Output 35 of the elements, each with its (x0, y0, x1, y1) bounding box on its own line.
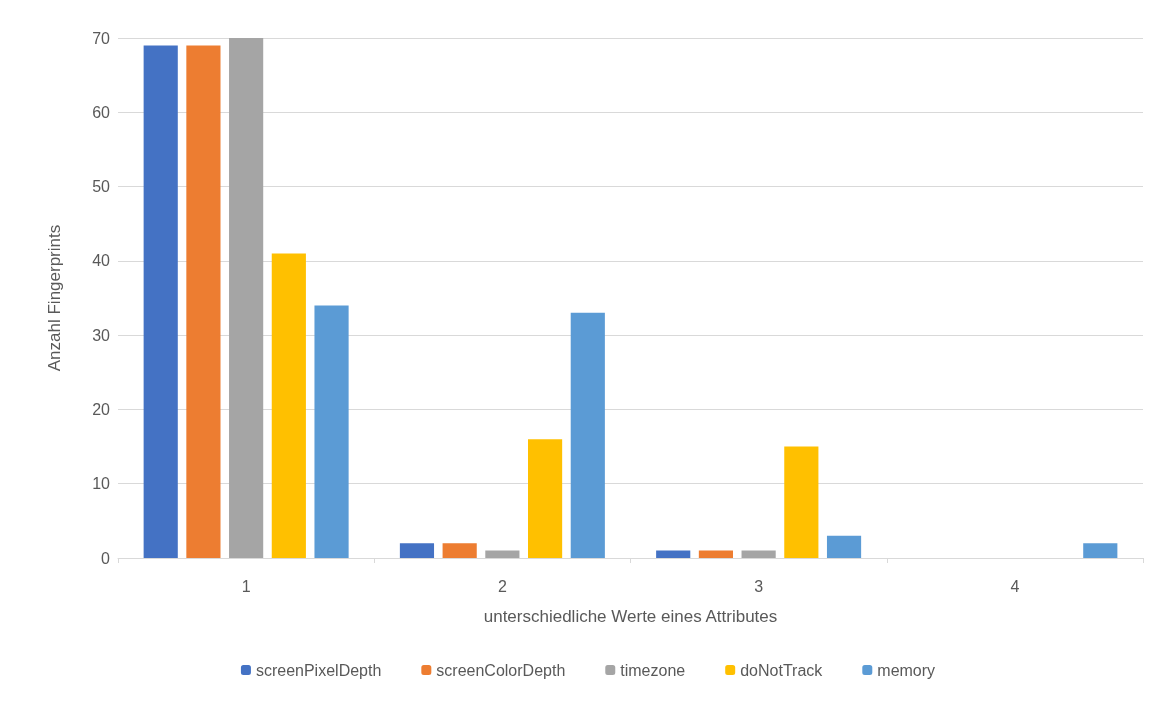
bar (399, 543, 435, 558)
bar (314, 305, 349, 558)
bar (656, 550, 691, 558)
x-tick-label: 1 (241, 577, 251, 595)
bar (143, 45, 178, 558)
y-tick-label: 60 (92, 103, 111, 121)
x-tick-label: 3 (754, 577, 764, 595)
bar (741, 550, 776, 558)
bar (826, 535, 862, 558)
bar (570, 312, 605, 558)
legend-label: screenPixelDepth (255, 661, 382, 679)
y-tick-label: 10 (92, 475, 111, 493)
y-tick-label: 40 (92, 252, 111, 270)
y-tick-label: 30 (92, 326, 111, 344)
bar (442, 543, 477, 558)
bar (784, 446, 819, 558)
y-tick-label: 70 (92, 29, 111, 47)
legend-label: doNotTrack (740, 661, 824, 679)
bar (485, 550, 520, 558)
legend-label: memory (877, 661, 936, 679)
y-tick-label: 20 (92, 400, 111, 418)
x-tick-label: 4 (1010, 577, 1020, 595)
legend-label: timezone (620, 661, 686, 679)
bar (528, 439, 563, 558)
y-tick-label: 50 (92, 178, 111, 196)
bar (186, 45, 221, 558)
y-axis-title: Anzahl Fingerprints (45, 224, 64, 372)
y-tick-label: 0 (101, 549, 111, 567)
x-tick-label: 2 (497, 577, 507, 595)
bar (229, 38, 264, 558)
bar (1083, 543, 1118, 558)
bar (698, 550, 733, 558)
bar (271, 253, 306, 558)
legend-label: screenColorDepth (436, 661, 566, 679)
x-axis-title: unterschiedliche Werte eines Attributes (483, 607, 778, 626)
